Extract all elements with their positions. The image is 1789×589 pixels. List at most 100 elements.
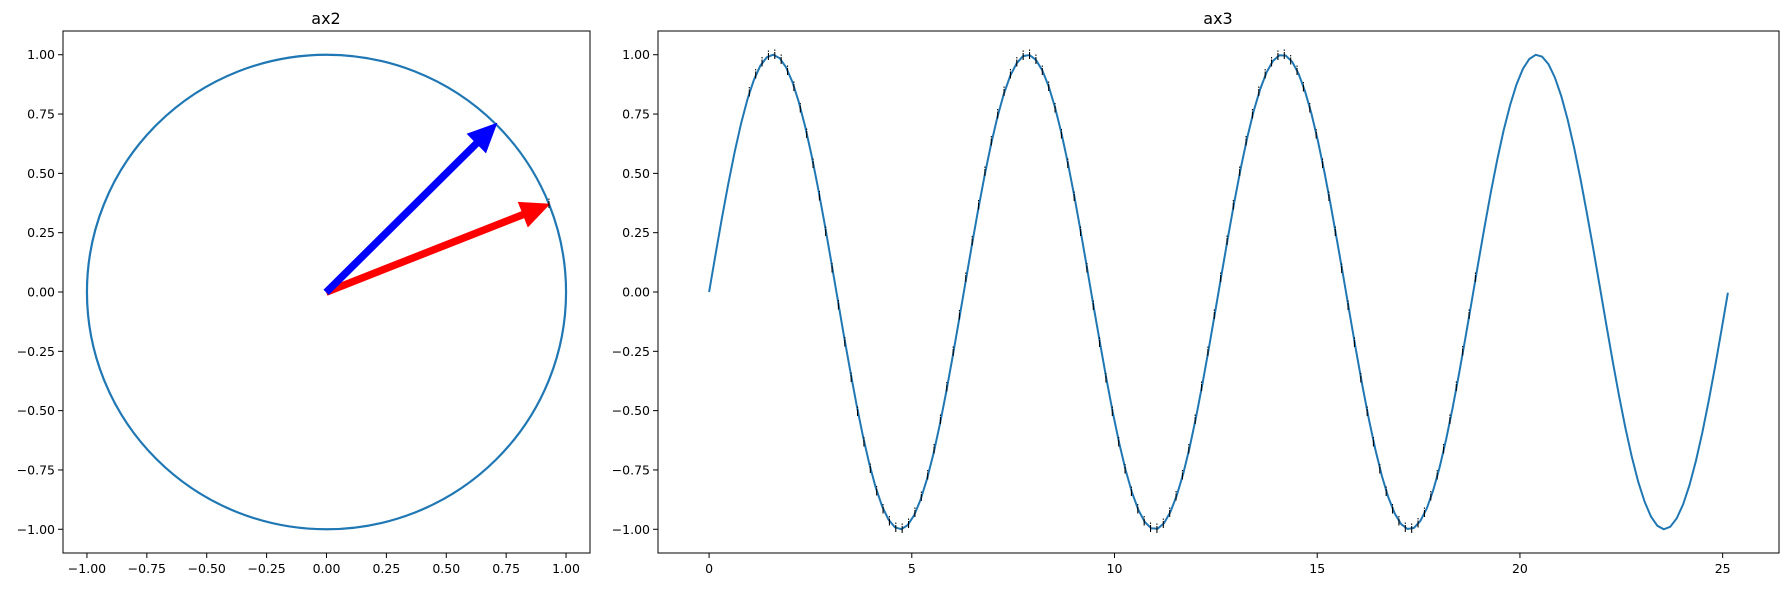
ax3-annotation: i [1009, 68, 1012, 82]
ax2-xtick-label: −0.25 [247, 561, 285, 576]
ax3-annotation: i [1193, 413, 1196, 427]
ax3-annotation: i [1276, 49, 1279, 63]
ax3-annotation: i [1283, 48, 1286, 62]
red-arrow [324, 201, 551, 296]
ax3-title: ax3 [1203, 9, 1232, 28]
ax3-annotation: i [1060, 127, 1063, 141]
ax3-annotation: i [773, 48, 776, 62]
ax3-xtick-label: 15 [1309, 561, 1325, 576]
ax2-xtick-label: 0.50 [432, 561, 460, 576]
ax2-annotation: i [547, 197, 550, 211]
ax3-annotation: i [1378, 462, 1381, 476]
ax3-annotation: i [1404, 521, 1407, 535]
ax3-annotation: i [1028, 48, 1031, 62]
ax3-xtick-label: 10 [1107, 561, 1123, 576]
ax3-annotation: i [799, 101, 802, 115]
ax3-annotation: i [869, 462, 872, 476]
ax3-annotation: i [1321, 157, 1324, 171]
ax3-annotation: i [1397, 515, 1400, 529]
ax2-xtick-label: −0.75 [128, 561, 166, 576]
ax3-ytick-label: −1.00 [612, 522, 650, 537]
ax3-annotation: i [1219, 271, 1222, 285]
ax3-annotation: i [1136, 502, 1139, 516]
ax3-annotation: i [1429, 490, 1432, 504]
ax3-annotation: i [850, 371, 853, 385]
ax3-annotation: i [1391, 502, 1394, 516]
ax3-annotation: i [1474, 271, 1477, 285]
ax3-annotation: i [830, 261, 833, 275]
ax2-ytick-label: 0.75 [27, 107, 55, 122]
ax3-annotation: i [1072, 190, 1075, 204]
ax2-ytick-label: 0.50 [27, 166, 55, 181]
ax3-y-axis: −1.00 −0.75 −0.50 −0.25 0.00 0.25 0.50 0.75 1.00 [612, 47, 658, 537]
ax3-annotation: i [1066, 157, 1069, 171]
ax3-annotation: i [1353, 336, 1356, 350]
ax3-annotation: i [1225, 234, 1228, 248]
ax3-annotation: i [811, 157, 814, 171]
ax3-annotation: i [1327, 190, 1330, 204]
ax3-annotation: i [945, 380, 948, 394]
ax3-annotation: i [1022, 49, 1025, 63]
ax3-annotation: i [1117, 435, 1120, 449]
ax3-annotation: i [1047, 80, 1050, 94]
sine-series-line [708, 53, 1729, 531]
ax3-annotation: i [805, 127, 808, 141]
ax3-annotation: i [1455, 380, 1458, 394]
ax3-annotation: i [920, 490, 923, 504]
ax3-annotation: i [1416, 517, 1419, 531]
ax3-annotation: i [1448, 413, 1451, 427]
ax3-annotation: i [1162, 517, 1165, 531]
ax3-ytick-label: 0.75 [622, 107, 650, 122]
ax2-xtick-label: 0.25 [372, 561, 400, 576]
ax3-annotation: i [1034, 53, 1037, 67]
ax3-annotation: i [1213, 308, 1216, 322]
ax3-annotation: i [1270, 55, 1273, 69]
ax3-annotation: i [932, 443, 935, 457]
ax3-annotation: i [1264, 68, 1267, 82]
ax3-annotation: i [1289, 53, 1292, 67]
ax3-ytick-label: 1.00 [622, 47, 650, 62]
ax3-annotation: i [1155, 522, 1158, 536]
ax3-annotation: i [1041, 64, 1044, 78]
ax3-annotation: i [837, 299, 840, 313]
ax2-xtick-label: 0.00 [313, 561, 341, 576]
ax3-annotation: i [1174, 490, 1177, 504]
ax2-xtick-label: 0.75 [492, 561, 520, 576]
ax3-annotation: i [951, 345, 954, 359]
ax3-annotation: i [1467, 308, 1470, 322]
ax3-annotation: i [767, 49, 770, 63]
ax3-annotation: i [983, 165, 986, 179]
ax3-annotation: i [1187, 443, 1190, 457]
ax3-annotation: i [1257, 85, 1260, 99]
ax3-annotation: i [1098, 336, 1101, 350]
ax3-annotation: i [1181, 468, 1184, 482]
ax3-annotation: i [1104, 371, 1107, 385]
ax2-ytick-label: −0.25 [17, 344, 55, 359]
ax3-annotation: i [748, 85, 751, 99]
ax3-annotation: i [894, 521, 897, 535]
ax3-ytick-label: 0.00 [622, 285, 650, 300]
ax3-annotation: i [1085, 262, 1088, 276]
ax3-annotation: i [1079, 225, 1082, 239]
ax3-annotation: i [1442, 442, 1445, 456]
ax3-annotation: i [1436, 468, 1439, 482]
ax3-annotation: i [881, 502, 884, 516]
ax3-annotation: i [1130, 485, 1133, 499]
ax2-chart: ax2 i −1.00 −0.75 −0.50 −0.25 0.00 0.25 0.50 0.… [17, 9, 591, 576]
ax3-annotation: i [875, 485, 878, 499]
ax3-annotation: i [1168, 506, 1171, 520]
ax3-annotation: i [1423, 506, 1426, 520]
ax3-annotation: i [1111, 405, 1114, 419]
ax3-annotation: i [843, 336, 846, 350]
ax2-ytick-label: −0.75 [17, 462, 55, 477]
ax3-annotation: i [971, 234, 974, 248]
ax3-annotation: i [1359, 372, 1362, 386]
ax3-annotation: i [1385, 485, 1388, 499]
ax3-annotation: i [990, 135, 993, 149]
ax3-annotation: i [1002, 85, 1005, 99]
ax2-xtick-label: −0.50 [188, 561, 226, 576]
blue-arrow [323, 122, 498, 296]
ax3-annotation: i [1206, 345, 1209, 359]
